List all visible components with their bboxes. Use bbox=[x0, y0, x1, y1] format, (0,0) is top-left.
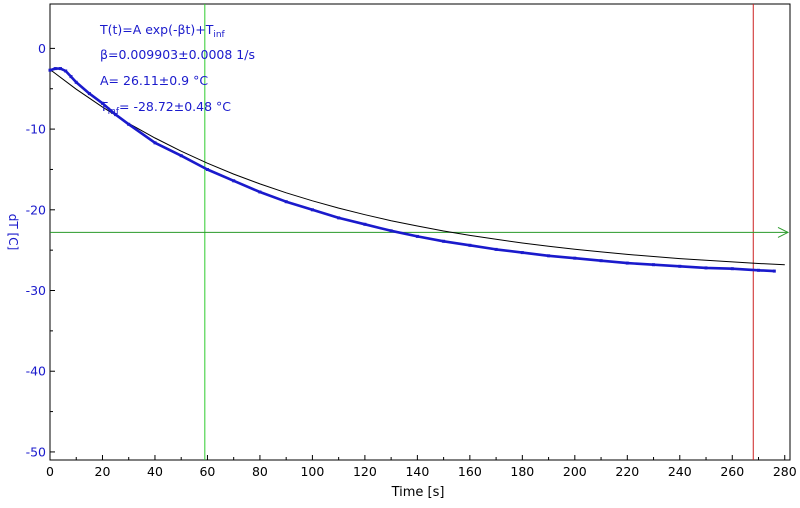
data-point bbox=[48, 68, 52, 72]
data-point bbox=[573, 256, 577, 260]
data-point bbox=[520, 251, 524, 255]
x-tick-label: 240 bbox=[668, 464, 692, 479]
data-point bbox=[704, 266, 708, 270]
data-point bbox=[74, 80, 78, 84]
data-point bbox=[415, 234, 419, 238]
data-point bbox=[114, 113, 118, 117]
fit-tinf-symbol: T bbox=[100, 99, 108, 114]
data-point bbox=[101, 101, 104, 105]
data-point bbox=[87, 92, 91, 96]
data-point bbox=[205, 168, 209, 171]
data-point bbox=[652, 263, 655, 267]
x-axis: 0 20 40 60 80 100 120 140 160 180 200 220 240 260 280 bbox=[46, 455, 797, 479]
data-point bbox=[772, 269, 776, 273]
y-tick-label: -40 bbox=[26, 364, 46, 379]
data-point bbox=[757, 268, 760, 272]
fit-curve-layer bbox=[49, 69, 785, 266]
cursor-arrow-icon[interactable] bbox=[777, 226, 790, 238]
x-tick-label: 220 bbox=[615, 464, 639, 479]
x-tick-label: 100 bbox=[300, 464, 324, 479]
data-point bbox=[599, 259, 603, 263]
fit-curve-line bbox=[49, 69, 785, 266]
data-point bbox=[730, 267, 734, 271]
data-point bbox=[310, 208, 314, 212]
fit-formula-subscript: inf bbox=[213, 30, 225, 40]
data-point bbox=[53, 67, 57, 71]
data-point bbox=[625, 261, 629, 265]
fit-formula: T(t)=A exp(-βt)+Tinf bbox=[100, 22, 225, 40]
data-point bbox=[337, 216, 341, 220]
x-tick-label: 0 bbox=[46, 464, 54, 479]
x-axis-label: Time [s] bbox=[391, 485, 445, 500]
data-point bbox=[284, 200, 288, 204]
y-axis-label: dT [C] bbox=[6, 214, 20, 251]
data-point bbox=[468, 243, 472, 247]
y-tick-label: -50 bbox=[26, 444, 46, 459]
x-tick-label: 20 bbox=[95, 464, 111, 479]
data-point bbox=[153, 141, 157, 145]
x-tick-label: 40 bbox=[147, 464, 163, 479]
cursor-lines[interactable] bbox=[50, 4, 790, 460]
x-tick-label: 180 bbox=[510, 464, 534, 479]
data-point bbox=[232, 179, 236, 183]
fit-tinf-value: = -28.72±0.48 °C bbox=[119, 99, 232, 114]
data-point bbox=[64, 69, 68, 73]
x-tick-label: 200 bbox=[563, 464, 587, 479]
data-point bbox=[363, 222, 367, 226]
data-point bbox=[258, 190, 262, 194]
data-point bbox=[678, 264, 682, 268]
x-tick-label: 120 bbox=[353, 464, 377, 479]
x-tick-label: 280 bbox=[773, 464, 797, 479]
fit-formula-text: T(t)=A exp(-βt)+T bbox=[100, 22, 214, 37]
data-point bbox=[547, 254, 551, 258]
fit-tinf: Tinf= -28.72±0.48 °C bbox=[100, 99, 231, 117]
x-tick-label: 160 bbox=[458, 464, 482, 479]
data-series-layer bbox=[48, 67, 776, 273]
y-tick-label: -20 bbox=[26, 202, 46, 217]
data-point bbox=[442, 239, 446, 243]
data-point bbox=[59, 67, 62, 71]
y-tick-label: -30 bbox=[26, 283, 46, 298]
fit-amplitude: A= 26.11±0.9 °C bbox=[100, 73, 209, 88]
data-point bbox=[494, 247, 498, 251]
fit-tinf-subscript: inf bbox=[107, 107, 120, 117]
data-point bbox=[179, 154, 183, 158]
y-tick-label: -10 bbox=[26, 122, 46, 137]
x-tick-label: 60 bbox=[199, 464, 215, 479]
y-tick-label: 0 bbox=[38, 41, 46, 56]
y-axis: 0 -10 -20 -30 -40 -50 bbox=[26, 41, 55, 459]
data-point bbox=[389, 229, 393, 233]
fit-beta: β=0.009903±0.0008 1/s bbox=[100, 47, 255, 62]
x-tick-label: 140 bbox=[405, 464, 429, 479]
x-tick-label: 80 bbox=[252, 464, 268, 479]
data-point bbox=[127, 122, 131, 126]
x-tick-label: 260 bbox=[720, 464, 744, 479]
data-point bbox=[69, 75, 73, 79]
